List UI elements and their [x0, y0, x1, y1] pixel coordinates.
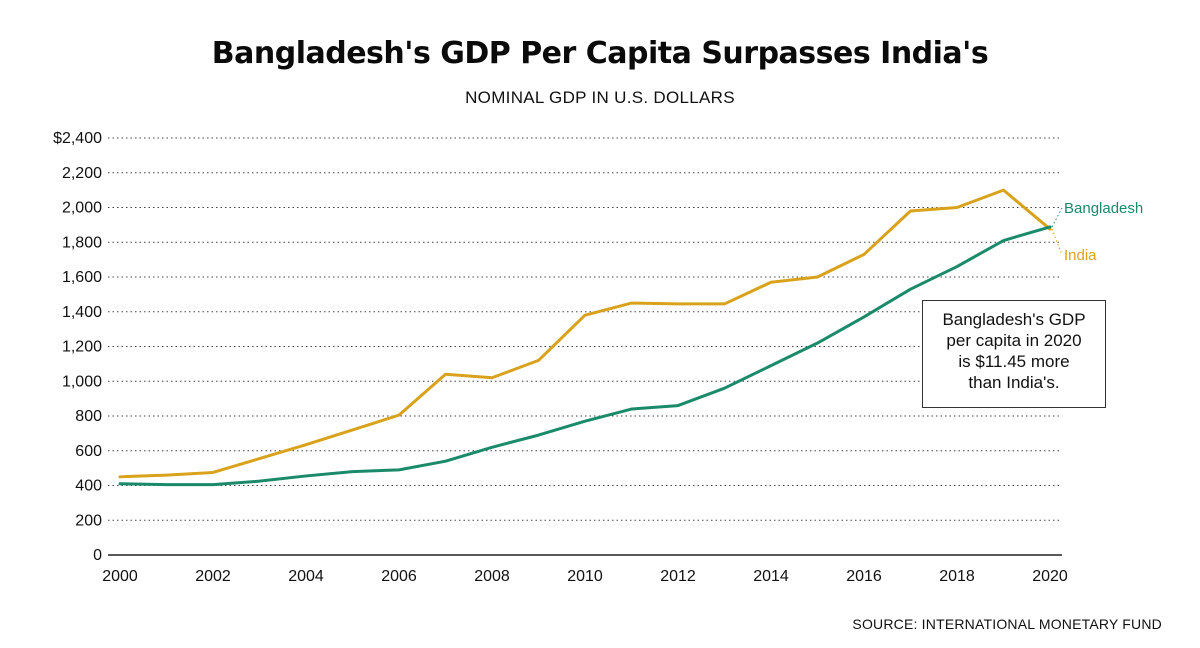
y-tick-label: 1,000 [62, 373, 102, 390]
source-note: SOURCE: INTERNATIONAL MONETARY FUND [852, 616, 1162, 632]
y-tick-label: 800 [75, 408, 102, 425]
y-tick-label: 2,200 [62, 165, 102, 182]
annotation-line: Bangladesh's GDP [942, 310, 1086, 329]
x-tick-label: 2002 [195, 568, 231, 585]
series-labels: Bangladesh India [1051, 200, 1143, 264]
x-tick-label: 2010 [567, 568, 603, 585]
annotation-line: than India's. [968, 373, 1060, 392]
y-tick-label: 400 [75, 478, 102, 495]
y-tick-label: 1,400 [62, 304, 102, 321]
x-tick-label: 2008 [474, 568, 510, 585]
x-axis-ticks: 2000 2002 2004 2006 2008 2010 2012 2014 2016 2018… [102, 568, 1068, 585]
y-tick-label: 1,800 [62, 234, 102, 251]
label-leader-line [1051, 207, 1063, 228]
series-line-india [118, 188, 1052, 479]
x-tick-label: 2012 [660, 568, 696, 585]
annotation-line: is $11.45 more [958, 352, 1070, 371]
x-tick-label: 2014 [753, 568, 789, 585]
y-tick-label: 200 [75, 512, 102, 529]
x-tick-label: 2000 [102, 568, 138, 585]
series-lines [118, 188, 1052, 487]
x-tick-label: 2020 [1032, 568, 1068, 585]
chart-title: Bangladesh's GDP Per Capita Surpasses In… [211, 36, 989, 71]
y-tick-label: 2,000 [62, 200, 102, 217]
series-label-india: India [1064, 247, 1097, 264]
series-label-bangladesh: Bangladesh [1064, 200, 1143, 217]
annotation-line: per capita in 2020 [946, 331, 1082, 350]
y-tick-label: 600 [75, 443, 102, 460]
y-tick-label: 0 [93, 547, 102, 564]
series-line-bangladesh [118, 225, 1052, 487]
label-leader-line [1051, 228, 1063, 256]
x-tick-label: 2018 [939, 568, 975, 585]
x-tick-label: 2004 [288, 568, 324, 585]
x-tick-label: 2016 [846, 568, 882, 585]
y-tick-label: $2,400 [53, 130, 102, 147]
annotation-box: Bangladesh's GDP per capita in 2020 is $… [922, 300, 1106, 408]
y-axis-ticks: $2,400 2,200 2,000 1,800 1,600 1,400 1,200 1,00… [53, 130, 102, 564]
chart-subtitle: NOMINAL GDP IN U.S. DOLLARS [465, 88, 735, 107]
y-tick-label: 1,600 [62, 269, 102, 286]
x-tick-label: 2006 [381, 568, 417, 585]
y-tick-label: 1,200 [62, 339, 102, 356]
gridlines [108, 137, 1062, 556]
